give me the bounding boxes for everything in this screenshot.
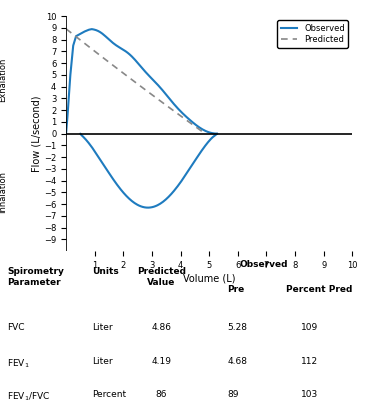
Text: Exhalation: Exhalation <box>0 58 8 102</box>
Text: Liter: Liter <box>92 322 112 332</box>
Text: 5.28: 5.28 <box>228 322 247 332</box>
Text: 86: 86 <box>156 390 167 399</box>
Text: 112: 112 <box>301 357 318 366</box>
Text: 4.86: 4.86 <box>152 322 171 332</box>
X-axis label: Volume (L): Volume (L) <box>183 274 236 284</box>
Text: Percent Pred: Percent Pred <box>286 285 353 294</box>
Text: Pre: Pre <box>228 285 245 294</box>
Text: 109: 109 <box>301 322 318 332</box>
Text: 4.19: 4.19 <box>152 357 171 366</box>
Text: 4.68: 4.68 <box>228 357 247 366</box>
Text: FVC: FVC <box>7 322 25 332</box>
Y-axis label: Flow (L/second): Flow (L/second) <box>31 96 41 172</box>
Text: Inhalation: Inhalation <box>0 171 8 213</box>
Text: 103: 103 <box>301 390 318 399</box>
Text: Observed: Observed <box>240 260 288 269</box>
Text: FEV$_1$/FVC: FEV$_1$/FVC <box>7 390 51 403</box>
Text: 89: 89 <box>228 390 239 399</box>
Text: FEV$_1$: FEV$_1$ <box>7 357 30 369</box>
Legend: Observed, Predicted: Observed, Predicted <box>277 20 348 47</box>
Text: Spirometry
Parameter: Spirometry Parameter <box>7 267 64 287</box>
Text: Predicted
Value: Predicted Value <box>137 267 186 287</box>
Text: Percent: Percent <box>92 390 126 399</box>
Text: Units: Units <box>92 267 119 276</box>
Text: Liter: Liter <box>92 357 112 366</box>
